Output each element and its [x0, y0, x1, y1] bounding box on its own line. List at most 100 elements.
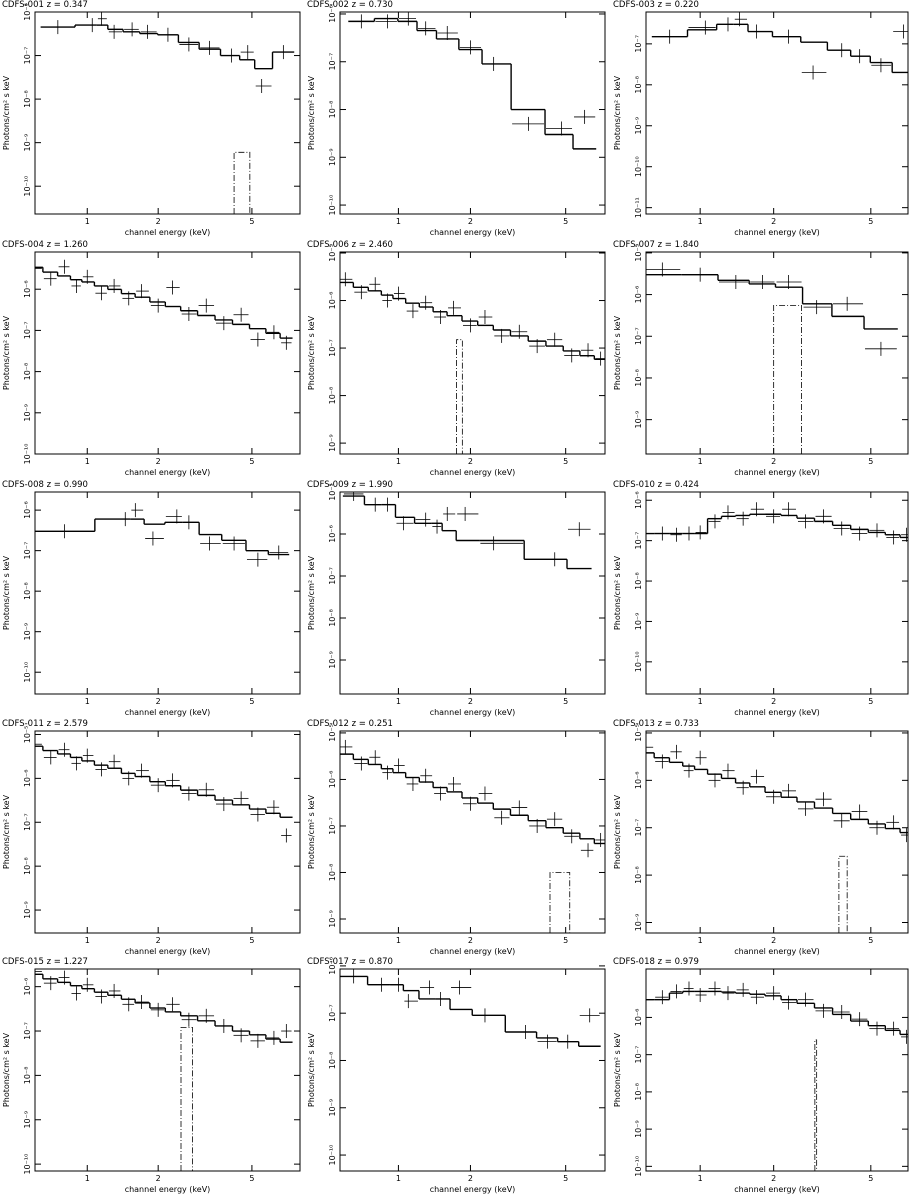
data-point [480, 536, 524, 551]
x-tick-label: 1 [698, 936, 703, 945]
data-point [546, 332, 563, 347]
y-tick-label: 10⁻⁵ [634, 724, 643, 742]
x-tick-label: 1 [396, 457, 401, 466]
data-point [815, 1003, 832, 1018]
data-point [281, 1024, 292, 1039]
data-point [736, 982, 749, 997]
data-point [58, 970, 70, 985]
data-point [655, 526, 669, 541]
y-tick-label: 10⁻¹⁰ [328, 1145, 337, 1166]
data-point [35, 261, 42, 276]
x-tick-label: 1 [85, 457, 90, 466]
data-point [166, 997, 180, 1012]
plot-area [342, 492, 592, 570]
data-point [222, 536, 245, 551]
data-point [564, 829, 579, 844]
data-point [646, 740, 654, 755]
data-point [646, 992, 654, 1007]
data-point [181, 786, 197, 801]
data-point [646, 262, 681, 277]
panel: CDFS-007 z = 1.840 channel energy (keV) Ph… [613, 240, 909, 477]
data-point [494, 810, 510, 825]
data-point [246, 552, 268, 567]
data-point [511, 800, 528, 815]
y-tick-label: 10⁻⁵ [328, 244, 337, 262]
plot-area [340, 272, 605, 454]
x-tick-label: 1 [85, 217, 90, 226]
data-point [108, 983, 121, 998]
y-tick-label: 10⁻⁸ [23, 1067, 32, 1085]
data-point [832, 296, 864, 311]
data-point [108, 278, 121, 293]
data-point [266, 800, 280, 815]
data-point [568, 522, 591, 537]
data-point [406, 304, 419, 319]
y-tick-label: 10⁻⁹ [328, 434, 337, 452]
x-tick-label: 5 [249, 1174, 254, 1183]
panel-title: CDFS-012 z = 0.251 [307, 719, 393, 729]
data-point [473, 1008, 505, 1023]
data-point [782, 783, 796, 798]
data-point [766, 789, 781, 804]
y-tick-label: 10⁻¹¹ [634, 197, 643, 218]
y-tick-label: 10⁻⁷ [23, 1022, 32, 1040]
data-point [478, 310, 493, 325]
y-axis-label: Photons/cm² s keV [307, 555, 316, 630]
data-point [580, 843, 594, 858]
y-tick-label: 10⁻⁹ [328, 910, 337, 928]
data-point [436, 991, 450, 1006]
panel-title: CDFS-015 z = 1.227 [2, 957, 88, 967]
data-point [369, 277, 381, 292]
data-point [71, 986, 81, 1001]
data-point [736, 511, 749, 526]
data-point [181, 1012, 197, 1027]
x-tick-label: 2 [468, 457, 473, 466]
data-point [95, 286, 107, 301]
data-point [717, 17, 733, 32]
data-point [181, 307, 197, 322]
data-point [418, 21, 436, 36]
data-point [443, 506, 456, 521]
y-axis-label: Photons/cm² s keV [613, 75, 622, 150]
data-point [886, 1021, 900, 1036]
y-tick-label: 10⁻⁶ [328, 5, 337, 23]
x-tick-label: 2 [156, 697, 161, 706]
y-tick-label: 10⁻¹⁰ [23, 176, 32, 197]
line-component [838, 855, 848, 933]
data-point [506, 1025, 536, 1040]
data-point [670, 984, 682, 999]
panel-title: CDFS-018 z = 0.979 [613, 957, 699, 967]
plot-frame [645, 11, 909, 215]
x-tick-label: 5 [868, 697, 873, 706]
plot-frame [645, 968, 909, 1172]
y-tick-label: 10⁻⁶ [634, 772, 643, 790]
plot-frame [339, 968, 606, 1172]
data-point [136, 763, 149, 778]
panel: CDFS-006 z = 2.460 channel energy (keV) Ph… [307, 240, 606, 477]
y-tick-label: 10⁻⁷ [634, 1046, 643, 1064]
data-point [833, 521, 850, 536]
x-tick-label: 1 [396, 697, 401, 706]
y-tick-label: 10⁻⁵ [328, 724, 337, 742]
data-point [382, 293, 392, 308]
data-point [420, 295, 433, 310]
data-point [574, 109, 596, 124]
panel-title: CDFS-001 z = 0.347 [2, 0, 88, 10]
data-point [166, 280, 180, 295]
x-axis-label: channel energy (keV) [125, 1185, 211, 1194]
x-axis-label: channel energy (keV) [125, 708, 211, 717]
data-point [529, 818, 545, 833]
data-point [82, 977, 94, 992]
x-axis-label: channel energy (keV) [125, 468, 211, 477]
y-tick-label: 10⁻⁶ [23, 770, 32, 788]
y-tick-label: 10⁻⁸ [23, 363, 32, 381]
data-point [240, 45, 254, 60]
y-tick-label: 10⁻⁸ [328, 387, 337, 405]
y-tick-label: 10⁻⁶ [634, 286, 643, 304]
x-tick-label: 2 [771, 1174, 776, 1183]
data-point [216, 316, 232, 331]
y-tick-label: 10⁻⁷ [23, 47, 32, 65]
plot-frame [34, 11, 301, 215]
data-point [722, 505, 735, 520]
data-point [108, 24, 123, 39]
